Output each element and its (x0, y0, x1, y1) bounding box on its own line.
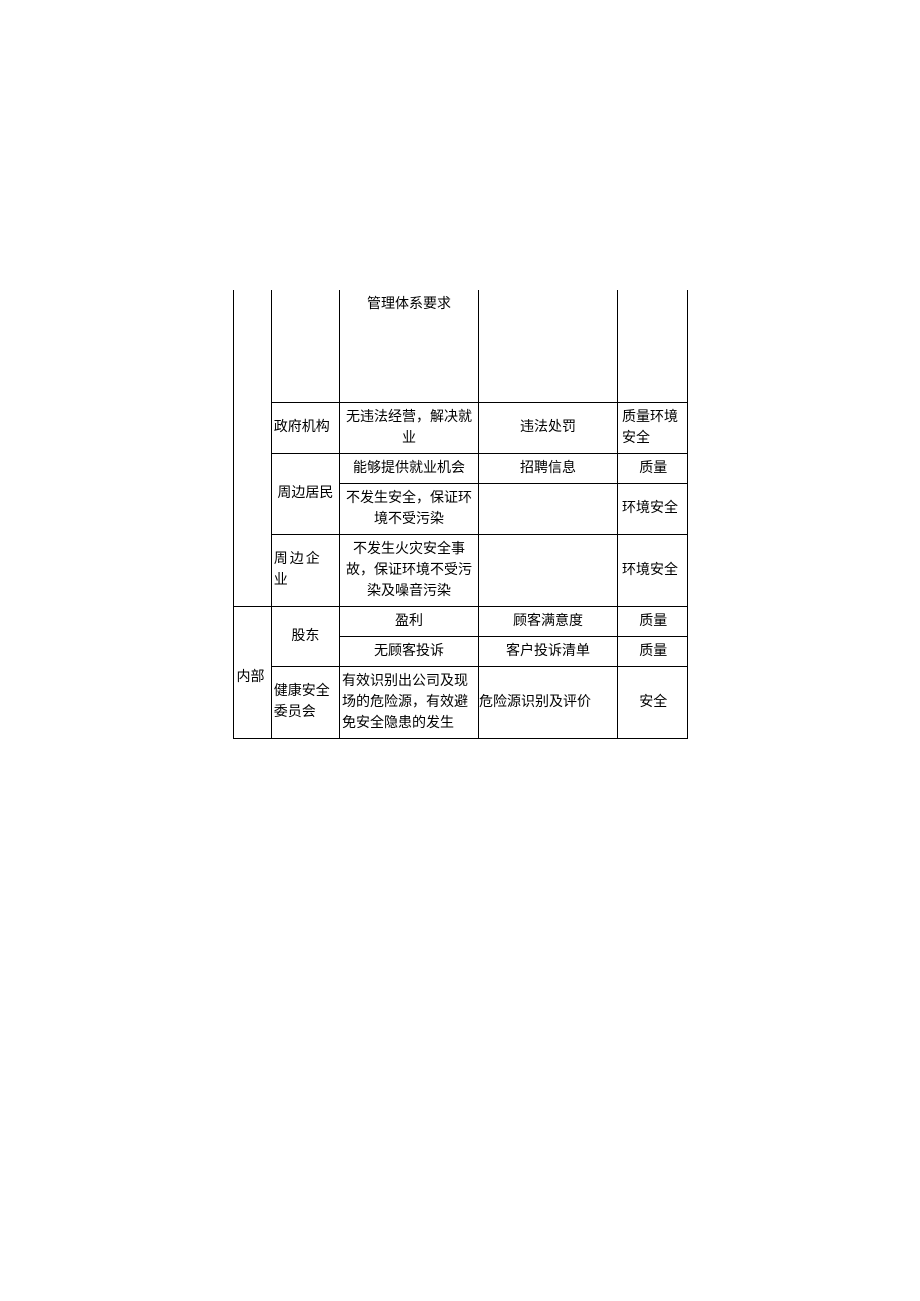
table-row: 管理体系要求 (233, 290, 687, 402)
system-cell (617, 290, 687, 402)
table-row: 健康安全委员会 有效识别出公司及现场的危险源，有效避免安全隐患的发生 危险源识别… (233, 666, 687, 738)
need-cell: 无违法经营，解决就业 (340, 402, 479, 453)
monitor-cell: 危险源识别及评价 (479, 666, 618, 738)
party-cell: 周边企业 (271, 534, 339, 606)
monitor-cell (479, 483, 618, 534)
system-cell: 质量 (617, 453, 687, 483)
stakeholder-table: 管理体系要求 政府机构 无违法经营，解决就业 违法处罚 质量环境安全 周边居民 … (233, 290, 688, 739)
system-cell: 环境安全 (617, 483, 687, 534)
table-row: 政府机构 无违法经营，解决就业 违法处罚 质量环境安全 (233, 402, 687, 453)
party-cell (271, 290, 339, 402)
party-cell: 周边居民 (271, 453, 339, 534)
monitor-cell: 违法处罚 (479, 402, 618, 453)
need-cell: 无顾客投诉 (340, 636, 479, 666)
party-cell: 政府机构 (271, 402, 339, 453)
need-cell: 不发生安全，保证环境不受污染 (340, 483, 479, 534)
table-row: 周边企业 不发生火灾安全事故，保证环境不受污染及噪音污染 环境安全 (233, 534, 687, 606)
system-cell: 安全 (617, 666, 687, 738)
need-cell: 有效识别出公司及现场的危险源，有效避免安全隐患的发生 (340, 666, 479, 738)
party-cell: 股东 (271, 606, 339, 666)
table-row: 内部 股东 盈利 顾客满意度 质量 (233, 606, 687, 636)
system-cell: 环境安全 (617, 534, 687, 606)
monitor-cell (479, 290, 618, 402)
table-container: 管理体系要求 政府机构 无违法经营，解决就业 违法处罚 质量环境安全 周边居民 … (233, 290, 688, 739)
monitor-cell: 招聘信息 (479, 453, 618, 483)
need-cell: 盈利 (340, 606, 479, 636)
system-cell: 质量 (617, 606, 687, 636)
table-row: 周边居民 能够提供就业机会 招聘信息 质量 (233, 453, 687, 483)
monitor-cell (479, 534, 618, 606)
category-cell (233, 290, 271, 606)
party-cell: 健康安全委员会 (271, 666, 339, 738)
system-cell: 质量 (617, 636, 687, 666)
monitor-cell: 顾客满意度 (479, 606, 618, 636)
need-cell: 管理体系要求 (340, 290, 479, 402)
need-cell: 不发生火灾安全事故，保证环境不受污染及噪音污染 (340, 534, 479, 606)
category-cell: 内部 (233, 606, 271, 738)
system-cell: 质量环境安全 (617, 402, 687, 453)
monitor-cell: 客户投诉清单 (479, 636, 618, 666)
need-cell: 能够提供就业机会 (340, 453, 479, 483)
